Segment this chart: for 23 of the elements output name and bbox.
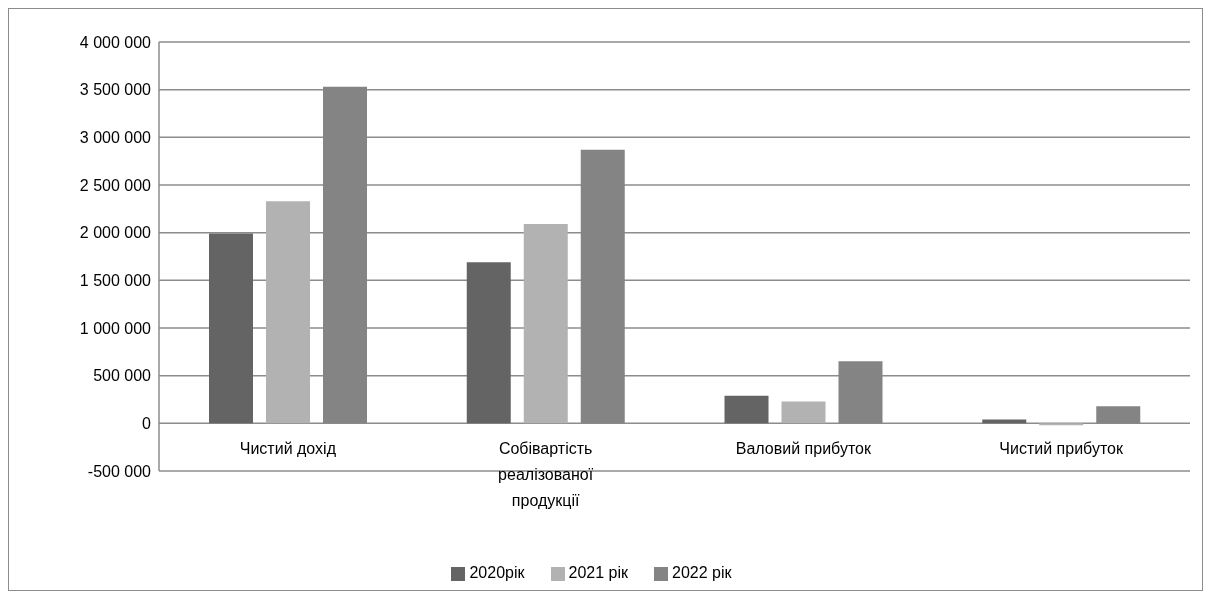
y-tick-label: 2 500 000 [79,176,152,194]
y-tick-label: 500 000 [93,367,152,385]
x-tick-label: Валовий прибуток [735,440,872,458]
y-tick-label: 0 [142,415,152,433]
y-tick-label: 1 500 000 [79,272,152,290]
bar [266,201,310,424]
bar [523,224,568,424]
legend-label: 2021 рік [568,564,629,581]
bar [466,262,511,424]
y-tick-label: 2 000 000 [79,224,152,242]
y-tick-label: -500 000 [87,462,152,480]
legend-label: 2022 рік [672,564,732,581]
bar [209,233,253,424]
y-tick-label: 1 000 000 [79,319,152,337]
legend-label: 2020рік [469,564,525,581]
y-tick-label: 3 500 000 [79,81,152,99]
bar [781,401,826,424]
y-tick-label: 4 000 000 [79,33,152,51]
bar [724,395,769,424]
x-tick-label: Собівартість реалізованої продукції [498,440,594,510]
x-tick-label: Чистий дохід [239,440,337,458]
y-tick-label: 3 000 000 [79,129,152,147]
x-tick-label: Чистий прибуток [999,440,1124,458]
